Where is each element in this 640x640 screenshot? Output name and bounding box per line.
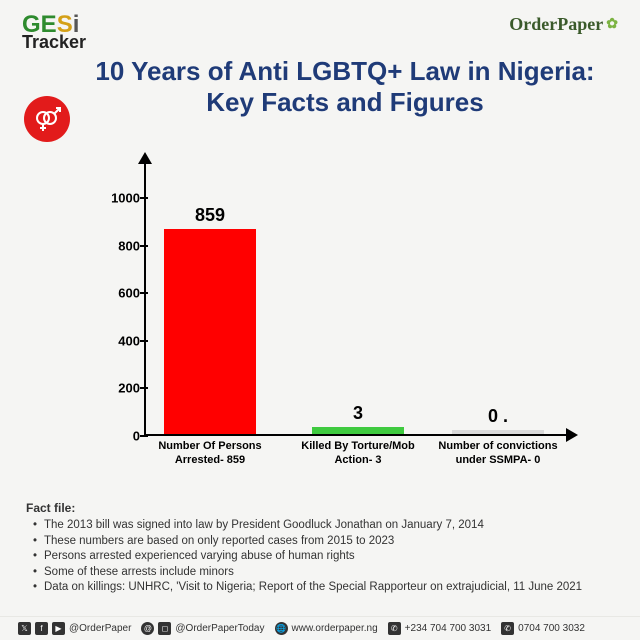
instagram-icon: ◻	[158, 622, 171, 635]
y-axis-arrow-icon	[138, 152, 152, 164]
header: GESi Tracker OrderPaper ✿	[0, 0, 640, 50]
y-tick-label: 400	[90, 333, 140, 348]
y-tick-label: 600	[90, 286, 140, 301]
phone-text: +234 704 700 3031	[405, 623, 491, 634]
y-tick-mark	[140, 197, 148, 199]
x-icon: 𝕏	[18, 622, 31, 635]
phone-icon: ✆	[501, 622, 514, 635]
y-tick-label: 200	[90, 381, 140, 396]
chart-bar: 0 .Number of convictions under SSMPA- 0	[452, 430, 544, 434]
handle-text: @OrderPaper	[69, 623, 131, 634]
bar-category-label: Number of convictions under SSMPA- 0	[428, 440, 568, 468]
y-tick-label: 1000	[90, 190, 140, 205]
phone2-chip: ✆ 0704 700 3032	[501, 622, 585, 635]
social-ig-chip: @ ◻ @OrderPaperToday	[141, 622, 264, 635]
chart-bar: 859Number Of Persons Arrested- 859	[164, 229, 256, 434]
phone-icon: ✆	[388, 622, 401, 635]
fact-list: The 2013 bill was signed into law by Pre…	[26, 518, 614, 596]
social-x-chip: 𝕏f ▶ @OrderPaper	[18, 622, 131, 635]
y-tick-mark	[140, 245, 148, 247]
y-tick-mark	[140, 435, 148, 437]
y-axis	[144, 160, 146, 436]
bar-category-label: Number Of Persons Arrested- 859	[140, 440, 280, 468]
website-chip: 🌐 www.orderpaper.ng	[275, 622, 378, 635]
x-axis	[144, 434, 570, 436]
site-text: www.orderpaper.ng	[292, 623, 378, 634]
fact-item: Some of these arrests include minors	[26, 565, 614, 581]
footer: 𝕏f ▶ @OrderPaper @ ◻ @OrderPaperToday 🌐 www.o…	[0, 616, 640, 640]
bar-value-label: 859	[164, 205, 256, 226]
handle-text: @OrderPaperToday	[175, 623, 264, 634]
page-title: 10 Years of Anti LGBTQ+ Law in Nigeria: …	[0, 50, 640, 122]
bar-value-label: 3	[312, 403, 404, 424]
youtube-icon: ▶	[52, 622, 65, 635]
phone1-chip: ✆ +234 704 700 3031	[388, 622, 491, 635]
y-tick-label: 0	[90, 429, 140, 444]
y-tick-mark	[140, 340, 148, 342]
fact-item: These numbers are based on only reported…	[26, 534, 614, 550]
bar-category-label: Killed By Torture/Mob Action- 3	[288, 440, 428, 468]
clover-icon: ✿	[606, 16, 618, 33]
gender-symbol-icon	[24, 96, 70, 142]
fact-item: Data on killings: UNHRC, 'Visit to Niger…	[26, 580, 614, 596]
fact-item: The 2013 bill was signed into law by Pre…	[26, 518, 614, 534]
fact-file-heading: Fact file:	[26, 500, 614, 516]
bar-chart: 0 200 400 600 800 1000 859Number Of Persons Ar…	[90, 160, 570, 460]
y-tick-label: 800	[90, 238, 140, 253]
chart-bar: 3Killed By Torture/Mob Action- 3	[312, 427, 404, 434]
y-tick-mark	[140, 387, 148, 389]
fact-item: Persons arrested experienced varying abu…	[26, 549, 614, 565]
facebook-icon: f	[35, 622, 48, 635]
threads-icon: @	[141, 622, 154, 635]
bar-value-label: 0 .	[452, 406, 544, 427]
y-tick-mark	[140, 292, 148, 294]
gesi-tracker-logo: GESi Tracker	[22, 14, 86, 50]
fact-file: Fact file: The 2013 bill was signed into…	[26, 500, 614, 596]
orderpaper-logo: OrderPaper ✿	[509, 14, 618, 35]
logo-subtext: Tracker	[22, 34, 86, 50]
globe-icon: 🌐	[275, 622, 288, 635]
orderpaper-text: OrderPaper	[509, 14, 603, 35]
phone-text: 0704 700 3032	[518, 623, 585, 634]
